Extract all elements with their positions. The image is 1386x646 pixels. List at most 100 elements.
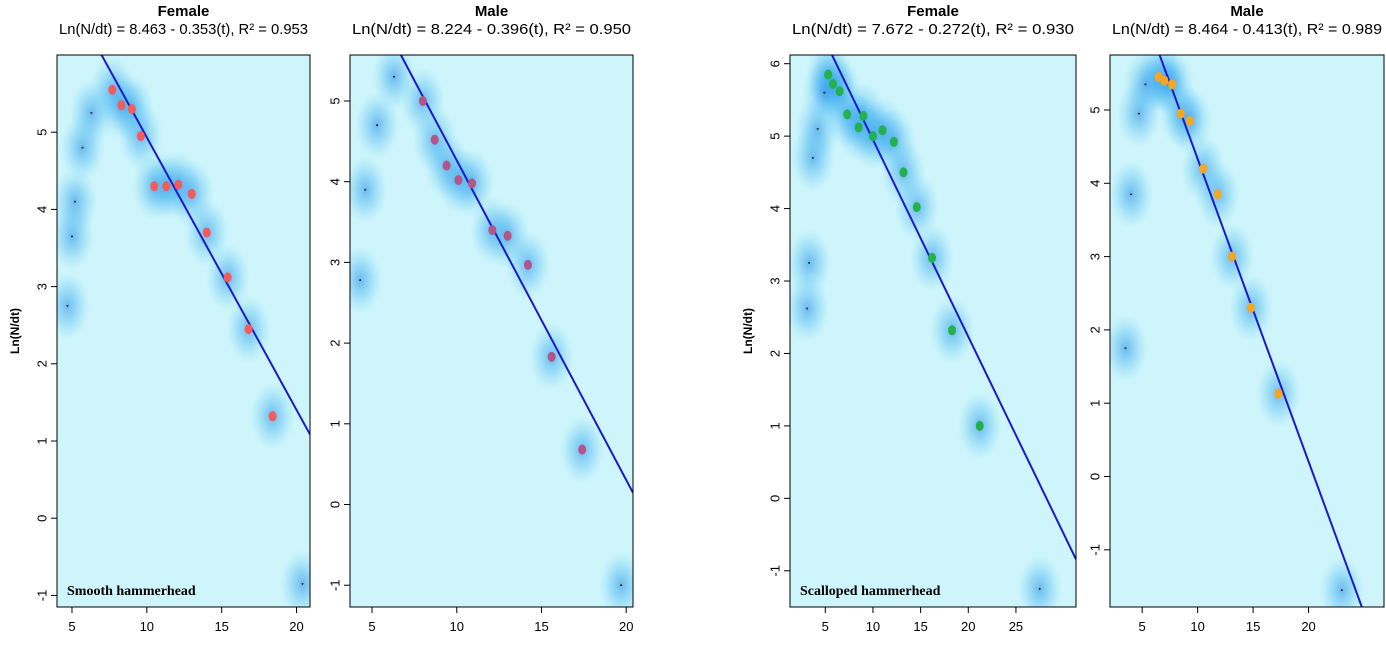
y-tick-label: -1 (1087, 544, 1102, 556)
plot-area (790, 55, 1076, 607)
plot-frame (1109, 54, 1385, 608)
point (889, 136, 898, 147)
fit-line (1158, 55, 1363, 607)
fit-line (100, 55, 310, 435)
y-tick-label: -1 (767, 565, 782, 577)
panel-title: Male (475, 3, 508, 20)
other-point (364, 188, 367, 191)
other-point (620, 584, 623, 587)
density-blob (1123, 55, 1168, 119)
point (523, 259, 532, 270)
point (1185, 115, 1194, 126)
point (1274, 388, 1283, 399)
other-point (74, 200, 76, 203)
density-blob (57, 271, 90, 340)
y-tick-label: 5 (34, 129, 49, 136)
point (859, 110, 868, 121)
point (174, 179, 183, 190)
density-blob (1110, 314, 1148, 383)
y-tick-label: 2 (34, 360, 49, 367)
point (418, 96, 427, 106)
y-tick-label: 4 (1087, 180, 1102, 187)
other-point (71, 235, 73, 238)
point (828, 78, 837, 89)
point (868, 131, 877, 142)
equation: Ln(N/dt) = 7.672 - 0.272(t), R² = 0.930 (792, 21, 1074, 38)
plot-area (350, 55, 633, 607)
y-axis-label: Ln(N/dt) (741, 308, 755, 354)
y-tick-label: 1 (34, 437, 49, 444)
point (127, 104, 136, 115)
point (150, 181, 159, 192)
y-tick-label: 1 (767, 422, 782, 429)
x-tick-label: 15 (913, 619, 927, 634)
equation: Ln(N/dt) = 8.224 - 0.396(t), R² = 0.950 (352, 21, 631, 38)
y-tick-label: 6 (767, 60, 782, 67)
density-blob (1017, 554, 1062, 607)
x-tick-label: 15 (534, 619, 548, 634)
point (488, 225, 497, 236)
other-point (376, 124, 379, 127)
other-point (1124, 347, 1127, 350)
x-tick-label: 10 (140, 619, 154, 634)
y-tick-label: 3 (327, 259, 342, 266)
y-tick-label: -1 (34, 590, 49, 602)
plot-area (57, 55, 310, 607)
y-tick-label: 0 (34, 515, 49, 522)
point (187, 188, 196, 199)
point (975, 420, 984, 431)
point (899, 167, 908, 178)
other-point (90, 112, 93, 114)
x-tick-label: 15 (214, 619, 228, 634)
plot-frame (56, 54, 311, 608)
density-blob (57, 167, 97, 236)
point (578, 444, 587, 455)
point (928, 252, 937, 263)
point (162, 181, 171, 192)
point (1176, 108, 1185, 119)
density-blob (599, 551, 633, 607)
point (1246, 302, 1255, 313)
other-point (811, 156, 814, 159)
other-point (823, 91, 826, 94)
density-blob (280, 549, 310, 607)
point (244, 324, 253, 335)
y-tick-label: 5 (1087, 106, 1102, 113)
point (835, 86, 844, 97)
point (454, 175, 463, 186)
other-point (806, 307, 809, 310)
x-tick-label: 5 (822, 619, 829, 634)
point (948, 325, 957, 336)
point (503, 230, 512, 241)
y-tick-label: 3 (767, 277, 782, 284)
x-tick-label: 25 (1009, 619, 1023, 634)
y-tick-label: 4 (767, 205, 782, 212)
fit-line (830, 55, 1076, 560)
x-tick-label: 10 (450, 619, 464, 634)
y-tick-label: 0 (1087, 473, 1102, 480)
y-axis-label: Ln(N/dt) (8, 308, 22, 354)
point (223, 272, 232, 283)
point (108, 84, 117, 95)
x-tick-label: 15 (1246, 619, 1260, 634)
point (430, 134, 439, 145)
point (843, 109, 852, 120)
y-tick-label: 2 (1087, 326, 1102, 333)
x-tick-label: 20 (1301, 619, 1315, 634)
y-tick-label: 4 (327, 178, 342, 185)
plot-frame (349, 54, 634, 608)
other-point (1137, 112, 1140, 115)
point (1228, 251, 1237, 262)
point (202, 227, 211, 238)
x-tick-label: 10 (866, 619, 880, 634)
point (117, 100, 126, 111)
density-blob (350, 155, 388, 224)
x-tick-label: 20 (289, 619, 303, 634)
density-blob (372, 55, 417, 111)
other-point (393, 75, 395, 78)
density-blob (1319, 556, 1364, 607)
x-tick-label: 20 (619, 619, 633, 634)
y-tick-label: 3 (34, 283, 49, 290)
point (878, 125, 887, 136)
